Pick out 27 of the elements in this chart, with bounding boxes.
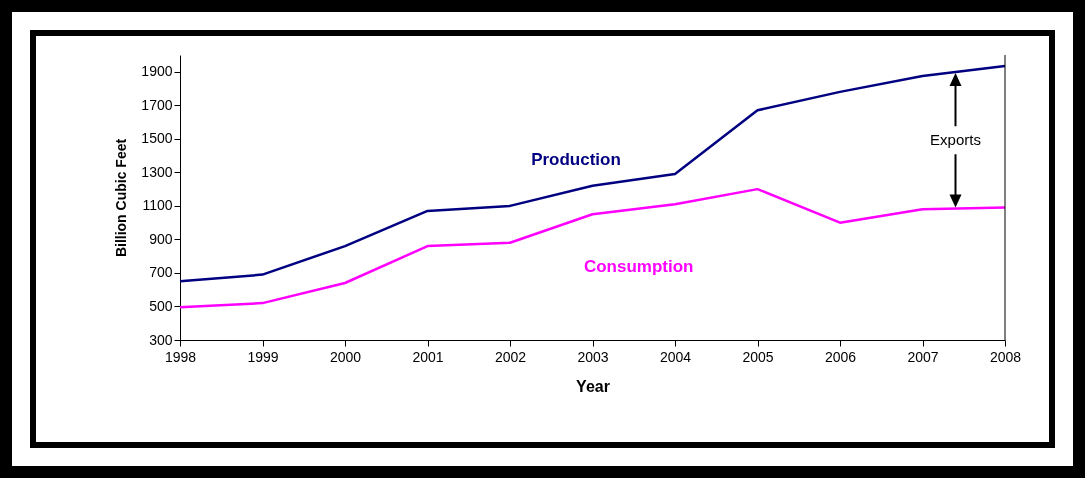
y-axis-title: Billion Cubic Feet (113, 138, 130, 258)
x-tick-label: 2001 (412, 348, 444, 365)
line-series (178, 64, 1007, 283)
x-axis-title: Year (576, 377, 610, 395)
line-series (178, 187, 1007, 309)
y-tick-label: 300 (149, 331, 173, 348)
x-tick-label: 2005 (742, 348, 774, 365)
x-tick-label: 1998 (164, 348, 197, 365)
x-tick-label: 2004 (659, 348, 692, 365)
y-tick-label: 700 (149, 264, 173, 281)
y-tick-label: 1700 (141, 96, 173, 113)
x-tick-label: 2000 (329, 348, 362, 365)
text: Consumption (583, 256, 694, 276)
y-tick-label: 1300 (141, 163, 173, 180)
x-tick-label: 2008 (989, 348, 1022, 365)
series-label: Production (531, 149, 621, 169)
y-tick-label: 500 (149, 297, 173, 314)
y-tick-label: 1100 (142, 197, 173, 214)
x-tick-label: 2007 (907, 348, 939, 365)
x-tick-label: 2002 (494, 348, 527, 365)
y-tick-label: 1900 (141, 63, 173, 80)
annotation: Exports (930, 131, 981, 149)
y-tick-label: 900 (149, 230, 173, 247)
x-tick-label: 2003 (577, 348, 609, 365)
x-tick-label: 1999 (247, 348, 279, 365)
x-tick-label: 2006 (824, 348, 857, 365)
y-tick-label: 1500 (141, 130, 173, 147)
